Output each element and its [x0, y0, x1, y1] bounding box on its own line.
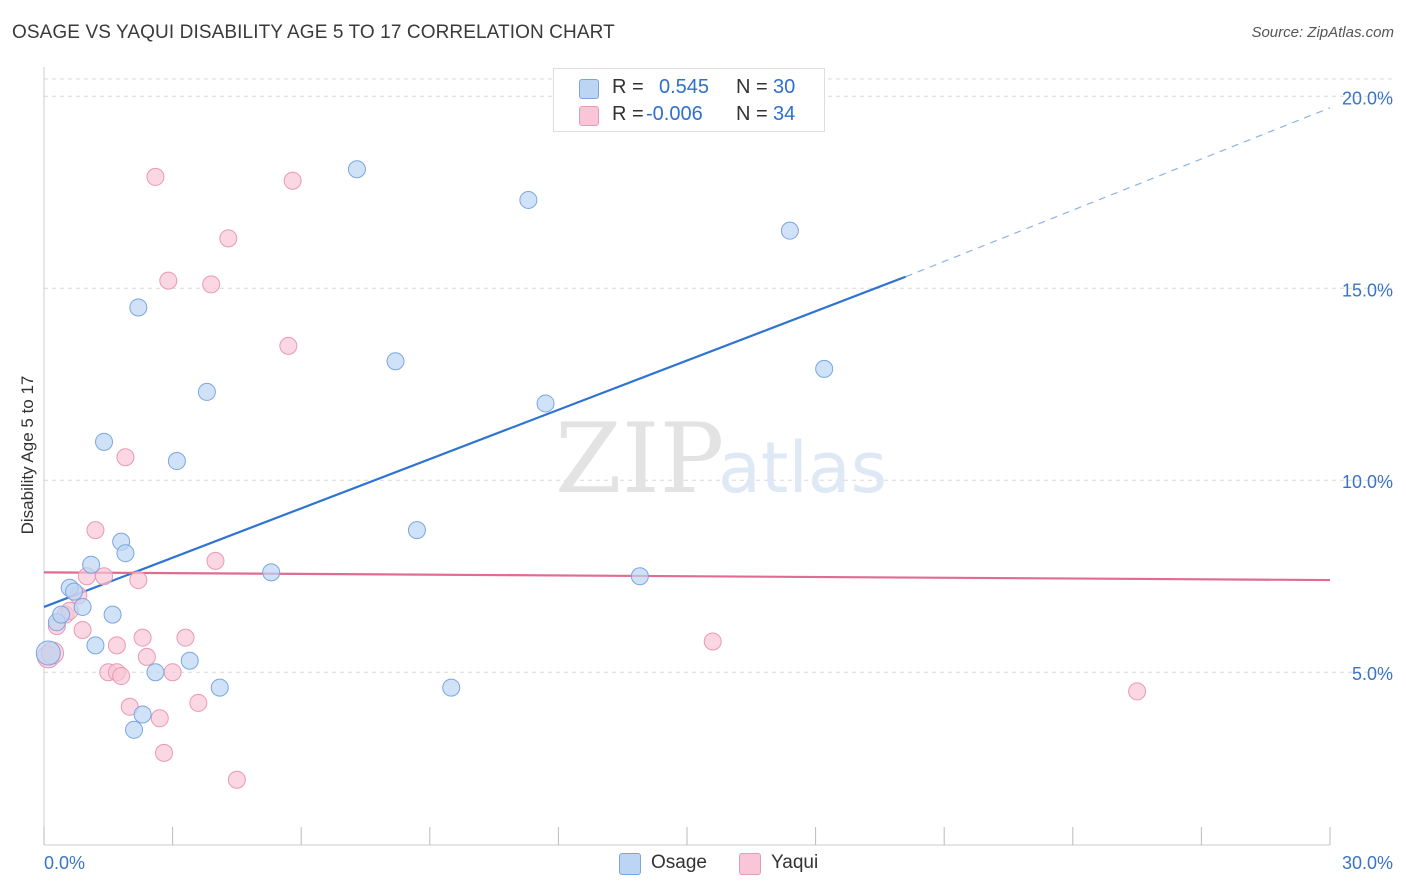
osage-point [815, 359, 834, 378]
yaqui-point [150, 709, 169, 728]
yaqui-point [73, 620, 92, 639]
osage-point [536, 394, 555, 413]
chart-title: OSAGE VS YAQUI DISABILITY AGE 5 TO 17 CO… [12, 22, 615, 43]
osage-point [197, 382, 216, 401]
osage-point [167, 452, 186, 471]
osage-point [386, 352, 405, 371]
y-tick-label: 15.0% [1342, 280, 1393, 300]
osage-point [125, 720, 144, 739]
osage-point [180, 651, 199, 670]
yaqui-point [116, 448, 135, 467]
watermark-atlas: atlas [718, 427, 887, 509]
stats-box: R = 0.545 N = 30 R = -0.006 N = 34 [553, 68, 825, 132]
y-axis-label: Disability Age 5 to 17 [18, 375, 37, 535]
osage-point [52, 605, 71, 624]
yaqui-point [129, 571, 148, 590]
osage-point [95, 432, 114, 451]
osage-point [442, 678, 461, 697]
yaqui-r-value: -0.006 [646, 103, 703, 125]
osage-point [630, 567, 649, 586]
yaqui-point [279, 336, 298, 355]
osage-r-value: 0.545 [659, 76, 710, 98]
legend-osage-swatch [619, 853, 641, 875]
yaqui-point [146, 167, 165, 186]
osage-r-label: R = [612, 76, 644, 98]
osage-point [146, 663, 165, 682]
yaqui-point [159, 271, 178, 290]
yaqui-point [1128, 682, 1147, 701]
osage-point [65, 582, 84, 601]
legend-yaqui-swatch [739, 853, 761, 875]
yaqui-trend-line [43, 571, 1331, 582]
yaqui-r-label: R = [612, 103, 644, 125]
osage-point [262, 563, 281, 582]
osage-point [82, 555, 101, 574]
osage-trend-extension [905, 107, 1331, 278]
legend-yaqui-label: Yaqui [771, 852, 819, 873]
osage-point [210, 678, 229, 697]
yaqui-point [202, 275, 221, 294]
osage-point [103, 605, 122, 624]
osage-swatch [579, 79, 599, 99]
y-tick-label: 10.0% [1342, 472, 1393, 492]
y-tick-label: 20.0% [1342, 88, 1393, 108]
legend-osage-label: Osage [651, 852, 707, 873]
watermark-zip: ZIP [555, 403, 724, 515]
yaqui-point [703, 632, 722, 651]
yaqui-point [112, 667, 131, 686]
yaqui-point [206, 551, 225, 570]
osage-point [35, 640, 61, 666]
y-tick-label: 5.0% [1352, 664, 1393, 684]
yaqui-point [95, 567, 114, 586]
osage-point [73, 597, 92, 616]
osage-point [407, 521, 426, 540]
osage-point [133, 705, 152, 724]
osage-point [86, 636, 105, 655]
yaqui-point [107, 636, 126, 655]
x-tick-label-max: 30.0% [1342, 853, 1393, 873]
osage-point [347, 160, 366, 179]
x-tick-label-min: 0.0% [44, 853, 85, 873]
yaqui-swatch [579, 106, 599, 126]
yaqui-point [219, 229, 238, 248]
source-label: Source: ZipAtlas.com [1251, 24, 1394, 41]
yaqui-point [189, 693, 208, 712]
osage-point [116, 544, 135, 563]
yaqui-point [163, 663, 182, 682]
yaqui-point [227, 770, 246, 789]
yaqui-n-label: N = [736, 103, 768, 125]
osage-point [519, 190, 538, 209]
yaqui-point [176, 628, 195, 647]
yaqui-point [133, 628, 152, 647]
yaqui-point [137, 647, 156, 666]
osage-n-value: 30 [773, 76, 796, 98]
osage-n-label: N = [736, 76, 768, 98]
osage-trend-line [43, 275, 907, 608]
yaqui-n-value: 34 [773, 103, 796, 125]
yaqui-point [86, 521, 105, 540]
yaqui-point [283, 171, 302, 190]
osage-point [129, 298, 148, 317]
yaqui-point [155, 743, 174, 762]
osage-point [780, 221, 799, 240]
